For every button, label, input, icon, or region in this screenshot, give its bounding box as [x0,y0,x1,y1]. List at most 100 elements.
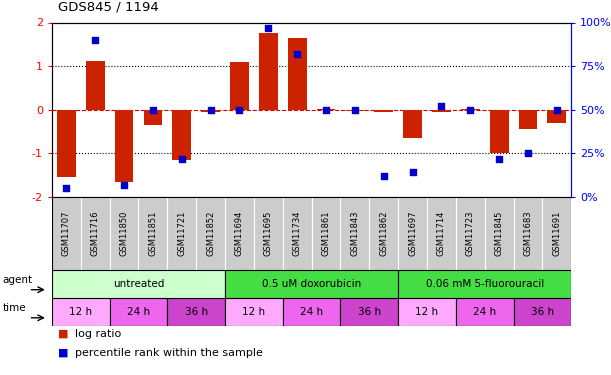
Bar [225,298,283,326]
Bar [144,110,163,125]
Bar [52,298,109,326]
Bar [369,197,398,270]
Text: 24 h: 24 h [473,307,496,317]
Point [350,106,360,112]
Point [235,106,244,112]
Point [523,150,533,156]
Bar [57,110,76,177]
Text: 12 h: 12 h [415,307,439,317]
Bar [485,197,514,270]
Bar [398,197,427,270]
Point [206,106,216,112]
Bar [259,33,278,110]
Text: ■: ■ [58,329,68,339]
Bar [167,298,225,326]
Text: ■: ■ [58,348,68,357]
Text: 12 h: 12 h [243,307,265,317]
Text: 36 h: 36 h [358,307,381,317]
Text: 36 h: 36 h [531,307,554,317]
Text: GSM11714: GSM11714 [437,211,446,256]
Text: log ratio: log ratio [75,329,122,339]
Bar [201,110,220,112]
Bar [254,197,283,270]
Text: GSM11861: GSM11861 [321,211,331,256]
Bar [288,38,307,109]
Bar [283,298,340,326]
Text: time: time [2,303,26,313]
Bar [139,197,167,270]
Bar [109,197,139,270]
Text: GSM11843: GSM11843 [350,211,359,256]
Text: GSM11691: GSM11691 [552,211,562,256]
Bar [547,110,566,123]
Text: untreated: untreated [113,279,164,289]
Bar [340,197,369,270]
Text: 0.06 mM 5-fluorouracil: 0.06 mM 5-fluorouracil [426,279,544,289]
Point [466,106,475,112]
Text: 24 h: 24 h [127,307,150,317]
Point [379,173,389,179]
Bar [109,298,167,326]
Text: GDS845 / 1194: GDS845 / 1194 [58,0,159,13]
Text: GSM11695: GSM11695 [264,211,273,256]
Bar [427,197,456,270]
Text: GSM11845: GSM11845 [495,211,503,256]
Bar [514,298,571,326]
Bar [283,197,312,270]
Bar [340,298,398,326]
Point [552,106,562,112]
Point [437,103,447,109]
Bar [225,197,254,270]
Point [148,106,158,112]
Bar [230,62,249,110]
Text: GSM11851: GSM11851 [148,211,158,256]
Bar [432,110,451,112]
Text: GSM11697: GSM11697 [408,211,417,256]
Bar [312,197,340,270]
Text: GSM11716: GSM11716 [90,211,100,256]
Point [321,106,331,112]
Bar [172,110,191,160]
Text: GSM11683: GSM11683 [524,211,533,256]
Bar [403,110,422,138]
Text: GSM11707: GSM11707 [62,211,71,256]
Text: GSM11852: GSM11852 [206,211,215,256]
Bar [375,110,393,112]
Text: percentile rank within the sample: percentile rank within the sample [75,348,263,357]
Point [119,182,129,188]
Text: 36 h: 36 h [185,307,208,317]
Text: GSM11694: GSM11694 [235,211,244,256]
Bar [398,298,456,326]
Text: agent: agent [2,275,33,285]
Point [263,25,273,31]
Bar [86,61,104,110]
Bar [490,110,508,153]
Bar [543,197,571,270]
Bar [52,270,225,298]
Bar [456,298,514,326]
Point [408,170,417,176]
Point [62,185,71,191]
Point [177,156,187,162]
Bar [167,197,196,270]
Text: GSM11862: GSM11862 [379,211,388,256]
Text: GSM11734: GSM11734 [293,211,302,256]
Text: 24 h: 24 h [300,307,323,317]
Bar [52,197,81,270]
Text: GSM11721: GSM11721 [177,211,186,256]
Bar [196,197,225,270]
Text: 0.5 uM doxorubicin: 0.5 uM doxorubicin [262,279,361,289]
Text: GSM11723: GSM11723 [466,211,475,256]
Bar [345,110,364,111]
Text: GSM11850: GSM11850 [120,211,128,256]
Bar [225,270,398,298]
Bar [115,110,133,182]
Bar [398,270,571,298]
Bar [81,197,109,270]
Bar [456,197,485,270]
Point [90,37,100,43]
Point [494,156,504,162]
Text: 12 h: 12 h [69,307,92,317]
Bar [514,197,543,270]
Point [292,51,302,57]
